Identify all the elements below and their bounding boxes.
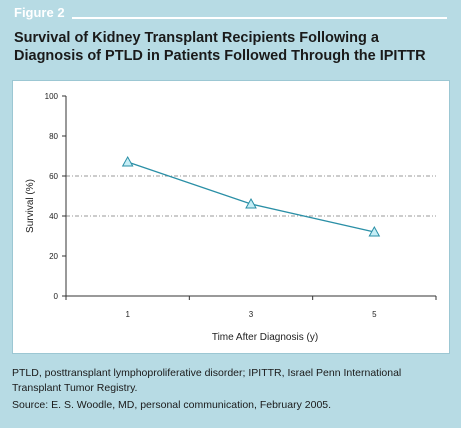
x-tick-label: 5 xyxy=(372,310,377,319)
figure-caption: PTLD, posttransplant lymphoproliferative… xyxy=(12,366,452,396)
y-tick-label: 80 xyxy=(49,132,58,141)
x-axis-title: Time After Diagnosis (y) xyxy=(212,332,318,343)
y-tick-label: 100 xyxy=(45,92,59,101)
y-axis-title: Survival (%) xyxy=(25,179,36,233)
caption-line-2: Transplant Tumor Registry. xyxy=(12,382,138,394)
data-point-marker xyxy=(368,225,381,237)
figure-label: Figure 2 xyxy=(14,5,65,20)
y-tick-label: 20 xyxy=(49,252,58,261)
figure-title-line-2: Diagnosis of PTLD in Patients Followed T… xyxy=(14,48,426,64)
y-tick-label: 60 xyxy=(49,172,58,181)
figure-title: Survival of Kidney Transplant Recipients… xyxy=(14,29,454,65)
source-note: Source: E. S. Woodle, MD, personal commu… xyxy=(12,399,332,411)
data-point-marker xyxy=(245,197,257,209)
axis-layer xyxy=(62,95,437,300)
figure-title-line-1: Survival of Kidney Transplant Recipients… xyxy=(14,30,379,46)
survival-line xyxy=(127,161,375,233)
x-tick-label: 3 xyxy=(249,310,254,319)
grid-layer xyxy=(66,175,436,217)
chart-panel xyxy=(12,80,450,354)
y-tick-label: 40 xyxy=(49,212,58,221)
x-tick-label: 1 xyxy=(125,310,130,319)
label-layer: 0 20 40 60 80 100 1 3 5 Time After Diagnosis (y) S… xyxy=(25,92,377,343)
caption-line-1: PTLD, posttransplant lymphoproliferative… xyxy=(12,367,402,379)
y-tick-label: 0 xyxy=(54,292,59,301)
series-layer xyxy=(121,155,381,237)
figure-header-rule xyxy=(72,17,447,19)
data-point-marker xyxy=(121,155,134,167)
